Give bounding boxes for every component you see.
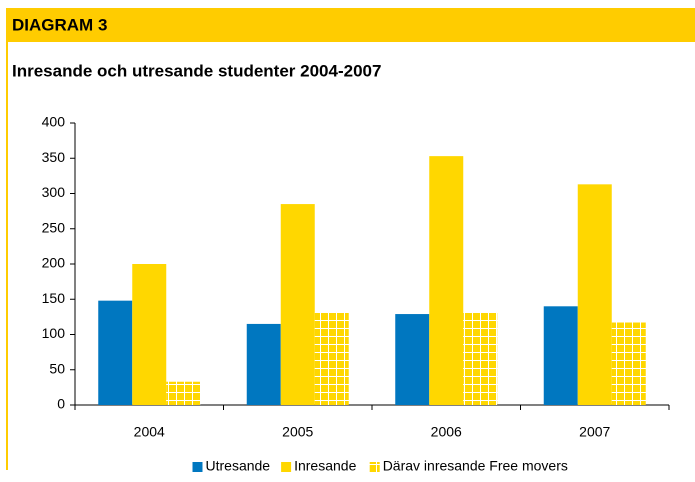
y-tick-label: 200: [42, 255, 66, 271]
y-tick-label: 350: [42, 149, 66, 165]
left-border: [6, 42, 8, 470]
y-tick-label: 250: [42, 219, 66, 235]
legend-swatch: [192, 462, 203, 472]
y-tick-label: 300: [42, 184, 66, 200]
bar: [577, 184, 612, 405]
bar: [98, 300, 133, 405]
legend-label: Utresande: [206, 458, 271, 474]
header-bar: [6, 8, 695, 42]
bar: [132, 264, 167, 405]
x-tick-label: 2004: [134, 424, 165, 440]
bar: [429, 156, 464, 405]
legend-swatch: [281, 462, 292, 472]
legend-label: Därav inresande Free movers: [383, 458, 568, 474]
bar: [463, 312, 498, 405]
bar: [246, 323, 281, 405]
header-title: DIAGRAM 3: [12, 15, 107, 34]
x-tick-label: 2006: [431, 424, 462, 440]
bar: [166, 381, 201, 405]
y-tick-label: 400: [42, 114, 66, 130]
x-tick-label: 2007: [579, 424, 610, 440]
bar: [314, 312, 349, 405]
bar: [543, 306, 578, 405]
y-tick-label: 150: [42, 290, 66, 306]
x-tick-label: 2005: [282, 424, 313, 440]
y-tick-label: 100: [42, 325, 66, 341]
y-tick-label: 50: [49, 360, 65, 376]
legend-swatch: [369, 462, 380, 472]
y-tick-label: 0: [57, 396, 65, 412]
bar: [280, 204, 315, 405]
bar: [611, 322, 646, 405]
bar: [395, 314, 430, 405]
legend-label: Inresande: [294, 458, 356, 474]
chart-title: Inresande och utresande studenter 2004-2…: [12, 61, 381, 80]
